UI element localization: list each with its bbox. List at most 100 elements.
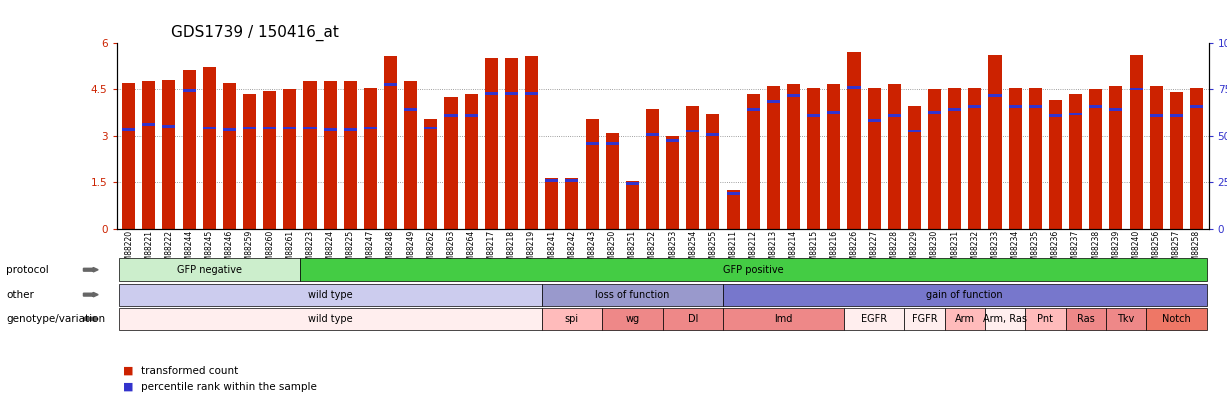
Bar: [263, 126, 276, 129]
Text: other: other: [6, 290, 34, 300]
Bar: [908, 130, 921, 132]
Bar: [303, 81, 317, 229]
Bar: [787, 94, 800, 97]
Bar: [888, 114, 901, 117]
Text: Ras: Ras: [1077, 314, 1094, 324]
Bar: [726, 190, 740, 229]
Bar: [928, 89, 941, 229]
Bar: [404, 108, 417, 111]
Bar: [867, 119, 881, 122]
Text: GFP positive: GFP positive: [723, 265, 784, 275]
Bar: [183, 70, 195, 229]
Bar: [525, 57, 539, 229]
Bar: [686, 106, 699, 229]
Bar: [1069, 94, 1082, 229]
Bar: [1150, 86, 1163, 229]
Bar: [666, 139, 680, 142]
Text: lmd: lmd: [774, 314, 793, 324]
Bar: [989, 55, 1001, 229]
Bar: [968, 87, 982, 229]
Bar: [707, 114, 719, 229]
Text: Arm: Arm: [955, 314, 974, 324]
Bar: [827, 85, 840, 229]
Bar: [243, 94, 256, 229]
Text: gain of function: gain of function: [926, 290, 1004, 300]
Bar: [867, 87, 881, 229]
Bar: [303, 126, 317, 129]
Bar: [344, 81, 357, 229]
Bar: [162, 125, 175, 128]
Bar: [827, 111, 840, 114]
Bar: [787, 85, 800, 229]
Bar: [202, 67, 216, 229]
Bar: [848, 52, 860, 229]
Bar: [747, 108, 760, 111]
Bar: [525, 92, 539, 95]
Bar: [123, 128, 135, 131]
Bar: [1130, 88, 1142, 90]
Bar: [626, 181, 639, 229]
Bar: [645, 109, 659, 229]
Text: GDS1739 / 150416_at: GDS1739 / 150416_at: [171, 25, 339, 41]
Bar: [585, 142, 599, 145]
Bar: [1109, 86, 1123, 229]
Bar: [1169, 114, 1183, 117]
Bar: [142, 81, 156, 229]
Bar: [767, 86, 780, 229]
Bar: [223, 128, 236, 131]
Bar: [425, 126, 437, 129]
Bar: [1049, 114, 1063, 117]
Bar: [1069, 113, 1082, 115]
Bar: [566, 177, 578, 229]
Text: GFP negative: GFP negative: [177, 265, 242, 275]
Bar: [263, 91, 276, 229]
Text: EGFR: EGFR: [861, 314, 887, 324]
Bar: [1009, 105, 1022, 108]
Text: genotype/variation: genotype/variation: [6, 314, 106, 324]
Bar: [888, 85, 901, 229]
Bar: [324, 81, 336, 229]
Bar: [1090, 89, 1102, 229]
Bar: [344, 128, 357, 131]
Bar: [626, 182, 639, 185]
Bar: [968, 105, 982, 108]
Bar: [928, 111, 941, 114]
Bar: [545, 177, 558, 229]
Text: Pnt: Pnt: [1037, 314, 1054, 324]
Bar: [243, 126, 256, 129]
Bar: [506, 58, 518, 229]
Bar: [767, 100, 780, 103]
Bar: [444, 97, 458, 229]
Text: spi: spi: [564, 314, 579, 324]
Text: transformed count: transformed count: [141, 366, 238, 375]
Bar: [142, 124, 156, 126]
Text: loss of function: loss of function: [595, 290, 670, 300]
Bar: [1049, 100, 1063, 229]
Bar: [444, 114, 458, 117]
Text: ■: ■: [123, 366, 134, 375]
Bar: [606, 132, 618, 229]
Bar: [485, 58, 498, 229]
Bar: [1090, 105, 1102, 108]
Bar: [666, 136, 680, 229]
Bar: [123, 83, 135, 229]
Bar: [465, 94, 477, 229]
Bar: [566, 179, 578, 182]
Bar: [1009, 87, 1022, 229]
Text: percentile rank within the sample: percentile rank within the sample: [141, 382, 317, 392]
Bar: [807, 87, 820, 229]
Bar: [404, 81, 417, 229]
Bar: [645, 133, 659, 136]
Bar: [848, 86, 860, 89]
Bar: [1130, 55, 1142, 229]
Bar: [364, 87, 377, 229]
Bar: [807, 114, 820, 117]
Text: Notch: Notch: [1162, 314, 1190, 324]
Bar: [485, 92, 498, 95]
Bar: [989, 94, 1001, 97]
Bar: [1109, 108, 1123, 111]
Bar: [384, 83, 398, 86]
Bar: [726, 192, 740, 194]
Bar: [425, 119, 437, 229]
Bar: [223, 83, 236, 229]
